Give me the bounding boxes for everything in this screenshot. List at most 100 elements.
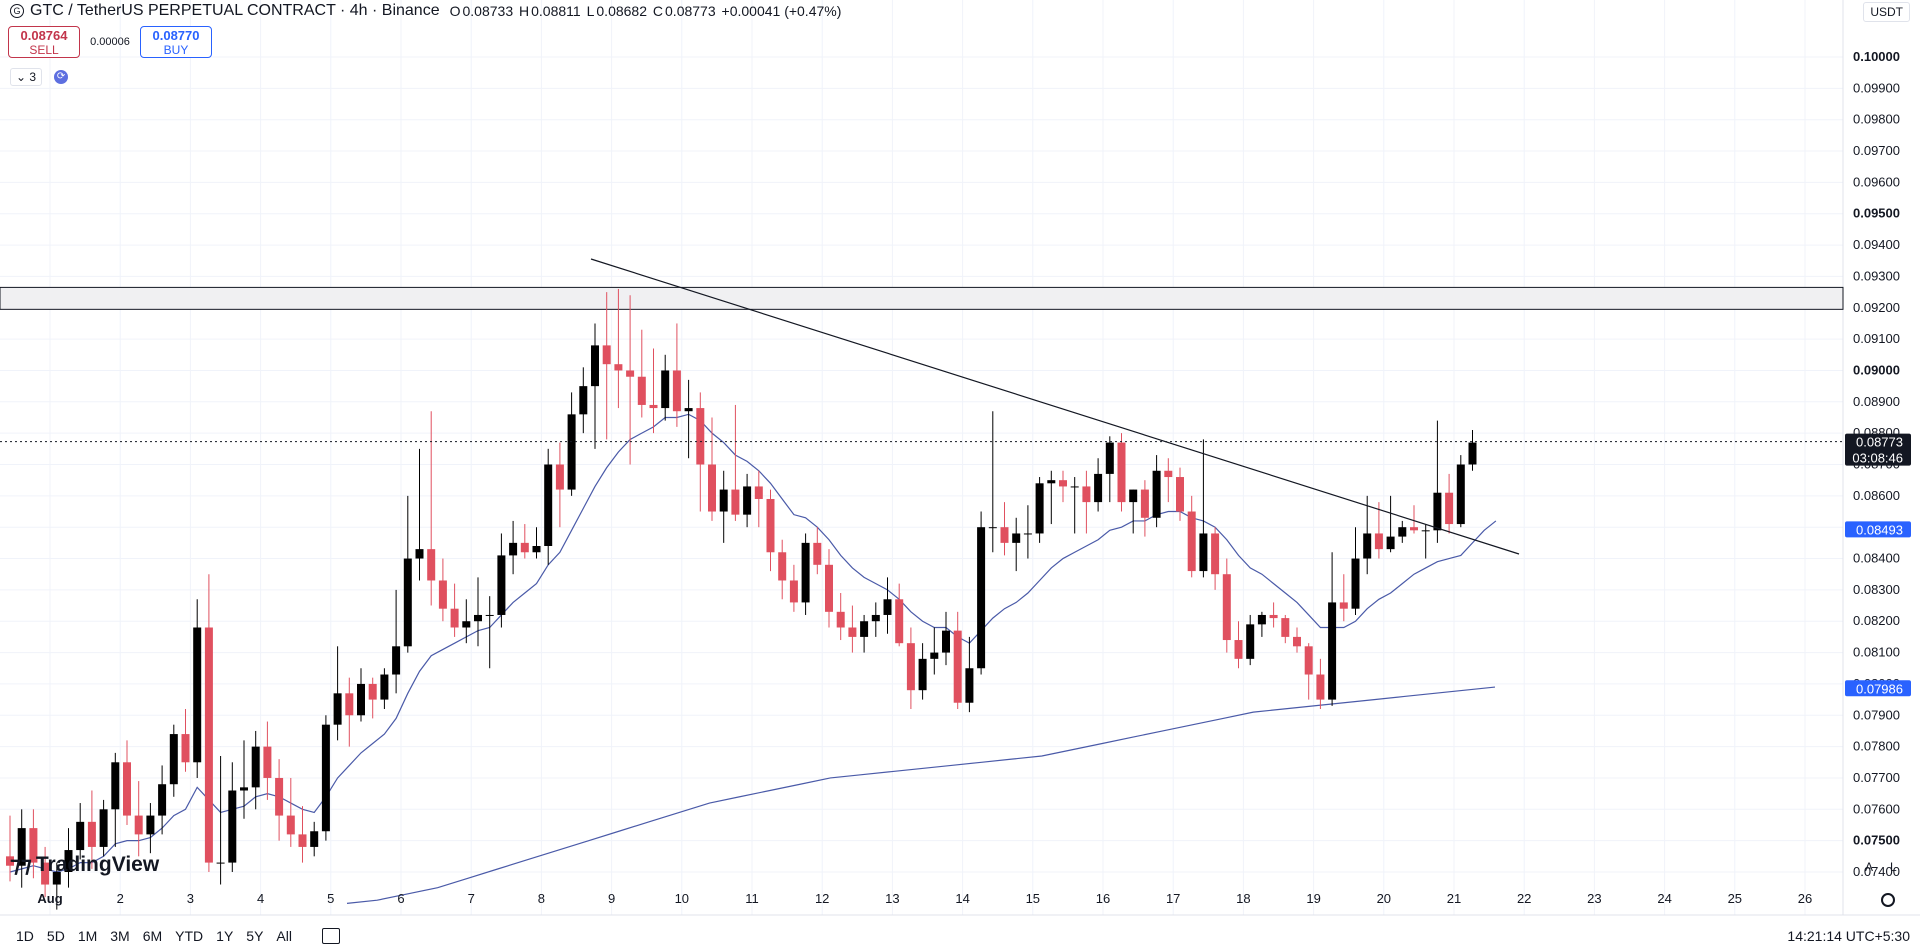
candle-body: [1293, 636, 1301, 647]
candle-body: [626, 370, 635, 377]
candle-body: [567, 414, 576, 490]
range-3m[interactable]: 3M: [110, 928, 130, 944]
range-5y[interactable]: 5Y: [246, 928, 264, 944]
candle-body: [380, 674, 389, 700]
last-price-badge: 0.08773: [1856, 435, 1903, 450]
price-tick-label: 0.09700: [1853, 143, 1900, 158]
candle-body: [1152, 470, 1161, 518]
price-tick-label: 0.07800: [1853, 739, 1900, 754]
candle-body: [298, 834, 307, 847]
candle-body: [427, 549, 436, 581]
candle-body: [1105, 442, 1114, 474]
price-tick-label: 0.08900: [1853, 394, 1900, 409]
calendar-icon[interactable]: [321, 928, 340, 944]
log-scale-button[interactable]: L: [1890, 860, 1897, 874]
candle-body: [1117, 442, 1126, 503]
range-1y[interactable]: 1Y: [216, 928, 234, 944]
candle-body: [41, 862, 50, 885]
range-all[interactable]: All: [276, 928, 292, 944]
candle-body: [988, 527, 997, 529]
candle-body: [111, 762, 120, 810]
time-tick-label: 5: [327, 891, 334, 906]
candle-body: [1316, 674, 1325, 700]
time-tick-label: 17: [1166, 891, 1180, 906]
clock-readout[interactable]: 14:21:14 UTC+5:30: [1787, 928, 1910, 944]
candle-body: [345, 693, 354, 716]
time-tick-label: 14: [955, 891, 969, 906]
candle-body: [672, 370, 681, 412]
price-tick-label: 0.08400: [1853, 551, 1900, 566]
chevron-down-icon: ⌄: [16, 70, 27, 84]
last-price-badge-bg: [1845, 433, 1911, 466]
time-tick-label: 25: [1728, 891, 1742, 906]
candle-body: [1000, 527, 1009, 543]
candle-body: [591, 345, 599, 387]
candle-body: [1246, 624, 1255, 659]
candle-body: [87, 821, 96, 847]
candle-body: [1129, 489, 1138, 503]
time-tick-label: 3: [187, 891, 194, 906]
candle-body: [637, 376, 646, 405]
time-tick-label: 26: [1798, 891, 1812, 906]
candle-body: [1012, 533, 1021, 543]
time-tick-label: 7: [468, 891, 475, 906]
candle-body: [1386, 536, 1395, 550]
price-tick-label: 0.07400: [1853, 864, 1900, 879]
trade-panel: 0.08764 SELL 0.00006 0.08770 BUY: [8, 26, 212, 58]
candle-body: [1257, 614, 1266, 625]
candle-body: [953, 630, 962, 703]
range-1d[interactable]: 1D: [16, 928, 34, 944]
candle-body: [123, 762, 131, 816]
candle-body: [743, 486, 752, 515]
ma-fast-badge-bg: [1845, 521, 1911, 538]
sync-icon[interactable]: ⟳: [54, 70, 69, 84]
range-1m[interactable]: 1M: [77, 928, 98, 944]
time-tick-label: 8: [538, 891, 545, 906]
resistance-zone: [0, 286, 1844, 310]
candle-body: [99, 809, 108, 847]
candle-body: [1363, 533, 1372, 559]
bottom-toolbar: 1D 5D 1M 3M 6M YTD 1Y 5Y All 14:21:14 UT…: [0, 920, 1920, 952]
ma-slow-badge-bg: [1845, 680, 1911, 697]
change-value: +0.00041 (+0.47%): [721, 3, 842, 19]
candle-body: [602, 345, 611, 365]
buy-button[interactable]: 0.08770 BUY: [140, 26, 212, 58]
auto-scale-button[interactable]: A: [1865, 860, 1874, 874]
gear-icon[interactable]: [1881, 893, 1895, 907]
time-tick-label: 6: [397, 891, 404, 906]
candle-body: [977, 527, 986, 669]
currency-selector[interactable]: USDT: [1863, 2, 1910, 22]
time-tick-label: 19: [1306, 891, 1320, 906]
candle-body: [1070, 486, 1079, 488]
time-tick-label: 20: [1377, 891, 1391, 906]
candle-body: [251, 746, 260, 788]
candle-body: [579, 386, 588, 415]
candle-body: [509, 542, 518, 556]
candle-body: [906, 643, 915, 691]
candle-body: [403, 558, 412, 647]
indicators-toggle[interactable]: ⌄ 3: [10, 68, 43, 86]
ma-fast-badge: 0.08493: [1856, 522, 1903, 537]
time-tick-label: 13: [885, 891, 899, 906]
candle-body: [1339, 602, 1348, 609]
candle-body: [801, 542, 810, 603]
candle-body: [52, 872, 61, 885]
candle-body: [485, 614, 494, 616]
candle-body: [895, 599, 904, 644]
range-6m[interactable]: 6M: [142, 928, 163, 944]
candle-body: [333, 693, 342, 725]
price-tick-label: 0.09300: [1853, 268, 1900, 283]
symbol-title[interactable]: GTC / TetherUS PERPETUAL CONTRACT · 4h ·…: [30, 2, 440, 19]
ohlc-readout: O 0.08733 H 0.08811 L 0.08682 C 0.08773 +0.0…: [449, 3, 842, 19]
candle-body: [825, 564, 833, 612]
sell-button[interactable]: 0.08764 SELL: [8, 26, 80, 58]
range-5d[interactable]: 5D: [46, 928, 65, 944]
time-tick-label: 10: [675, 891, 689, 906]
candle-body: [789, 580, 798, 603]
range-ytd[interactable]: YTD: [175, 928, 204, 944]
candle-body: [1328, 602, 1337, 700]
candle-body: [357, 683, 365, 716]
candle-body: [462, 621, 471, 628]
tradingview-logo: ⁊⁊ TradingView: [10, 852, 160, 877]
